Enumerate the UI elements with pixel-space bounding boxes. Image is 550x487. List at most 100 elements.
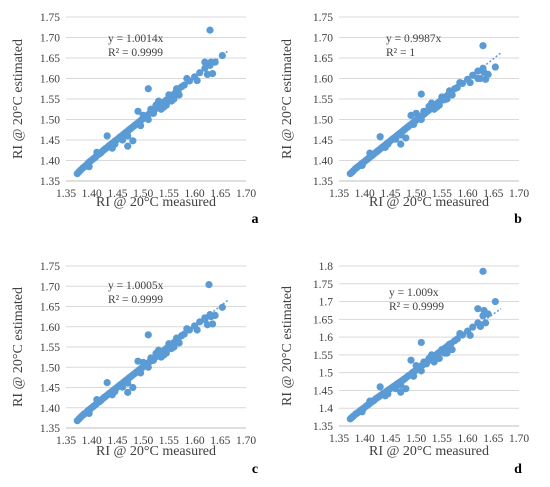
y-tick-label: 1.45: [313, 385, 333, 397]
data-point: [445, 340, 454, 348]
y-tick-label: 1.55: [313, 350, 333, 362]
x-tick-label: 1.45: [107, 188, 127, 200]
x-tick-label: 1.65: [483, 433, 503, 445]
data-point: [139, 111, 147, 119]
x-tick-label: 1.70: [509, 188, 529, 200]
data-point: [407, 111, 415, 119]
data-point: [376, 133, 384, 141]
data-point: [203, 70, 212, 78]
y-tick-label: 1.40: [313, 156, 333, 168]
data-point: [118, 136, 127, 144]
r-squared: R² = 0.9999: [108, 294, 163, 306]
x-tick-label: 1.60: [458, 433, 478, 445]
x-tick-label: 1.50: [406, 188, 426, 200]
data-point: [134, 357, 142, 365]
data-point: [144, 115, 152, 124]
chart-panel-d: 1.35 1.4 1.45 1.5 1.55 1.6 1.65 1.7 1.75 1.8 1.35 1…: [280, 261, 529, 477]
data-point: [211, 311, 219, 320]
y-tick-label: 1.70: [313, 33, 333, 45]
data-point: [129, 383, 137, 392]
y-tick-label: 1.35: [313, 176, 333, 188]
data-point: [469, 71, 477, 79]
data-point: [474, 305, 482, 313]
data-point: [397, 140, 405, 148]
data-point: [165, 91, 173, 99]
trend-equation: y = 1.009x: [389, 287, 439, 299]
panel-letter: c: [252, 462, 258, 477]
x-axis-label: RI @ 20°C measured: [369, 444, 489, 459]
data-point: [479, 42, 487, 50]
x-tick-label: 1.70: [236, 435, 256, 447]
y-tick-label: 1.45: [40, 135, 60, 147]
x-tick-label: 1.55: [432, 433, 452, 445]
y-tick-label: 1.50: [40, 362, 60, 374]
x-tick-label: 1.65: [210, 188, 230, 200]
data-point: [466, 79, 474, 87]
data-point: [193, 76, 201, 85]
y-tick-label: 1.55: [40, 94, 60, 106]
data-point: [417, 338, 425, 347]
x-tick-label: 1.50: [133, 435, 153, 447]
data-point: [193, 326, 201, 334]
data-point: [201, 58, 209, 66]
data-point: [157, 105, 165, 113]
trend-equation: y = 1.0014x: [108, 33, 164, 45]
y-tick-label: 1.35: [40, 176, 60, 188]
data-point: [417, 367, 425, 375]
data-point: [479, 267, 487, 275]
data-point: [124, 388, 132, 396]
x-tick-label: 1.45: [380, 433, 400, 445]
data-point: [103, 379, 111, 387]
data-point: [124, 379, 132, 387]
data-point: [218, 303, 226, 311]
x-tick-label: 1.35: [329, 433, 349, 445]
y-tick-label: 1.55: [313, 94, 333, 106]
x-tick-label: 1.65: [483, 188, 503, 200]
data-point: [183, 74, 191, 83]
data-point: [420, 358, 428, 366]
x-axis-label: RI @ 20°C measured: [96, 195, 216, 210]
data-point: [456, 79, 464, 87]
r-squared: R² = 0.9999: [108, 47, 163, 59]
data-point: [175, 339, 183, 347]
y-tick-label: 1.70: [40, 33, 60, 45]
x-tick-label: 1.40: [355, 188, 375, 200]
data-point: [152, 101, 160, 109]
data-point: [425, 354, 433, 363]
y-tick-label: 1.7: [319, 297, 334, 309]
x-axis-label: RI @ 20°C measured: [369, 195, 489, 210]
x-tick-label: 1.50: [406, 433, 426, 445]
data-point: [384, 390, 392, 398]
data-point: [466, 331, 474, 339]
y-tick-label: 1.5: [319, 368, 334, 380]
data-point: [167, 97, 176, 105]
x-tick-label: 1.50: [133, 188, 153, 200]
trend-equation: y = 1.0005x: [108, 280, 164, 292]
data-point: [172, 85, 181, 93]
data-point: [409, 120, 418, 129]
data-point: [358, 161, 366, 170]
x-tick-label: 1.60: [185, 435, 205, 447]
data-point: [366, 397, 374, 405]
data-point: [111, 387, 119, 396]
data-point: [409, 372, 418, 380]
y-tick-label: 1.65: [40, 53, 60, 65]
data-point: [103, 132, 111, 140]
y-tick-label: 1.50: [40, 115, 60, 127]
panel-letter: b: [514, 212, 522, 227]
y-tick-label: 1.8: [319, 261, 334, 273]
y-tick-label: 1.35: [40, 423, 60, 435]
y-tick-label: 1.40: [40, 156, 60, 168]
data-point: [448, 91, 456, 99]
x-axis-label: RI @ 20°C measured: [96, 444, 216, 459]
x-tick-label: 1.35: [56, 435, 76, 447]
data-point: [162, 349, 170, 357]
x-tick-label: 1.60: [185, 188, 205, 200]
data-point: [183, 325, 191, 333]
data-point: [440, 349, 449, 357]
data-point: [456, 329, 464, 338]
data-point: [157, 353, 165, 361]
x-tick-label: 1.65: [210, 435, 230, 447]
data-point: [391, 135, 400, 143]
y-tick-label: 1.45: [40, 383, 60, 395]
